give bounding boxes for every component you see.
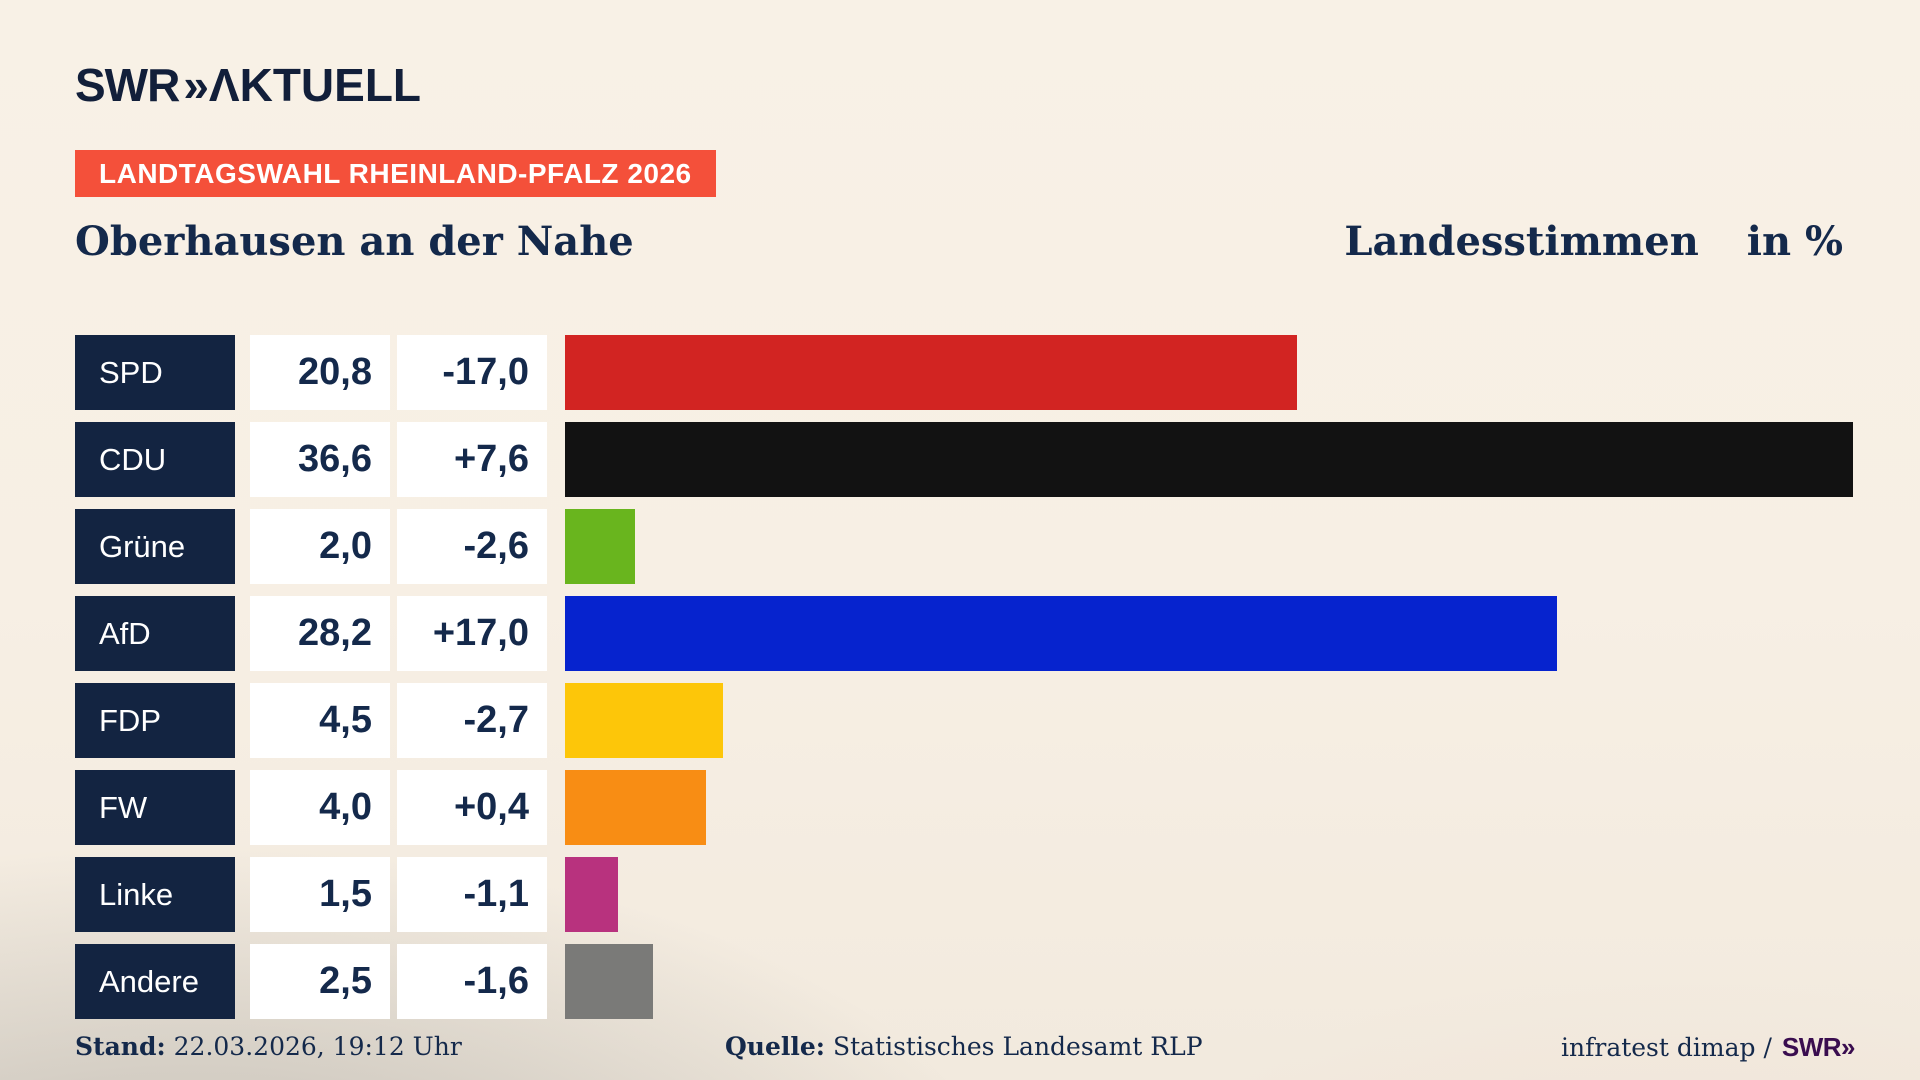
credit-text: infratest dimap /: [1561, 1033, 1772, 1062]
result-bar: [565, 944, 653, 1019]
bar-track: [565, 683, 1853, 758]
bar-track: [565, 335, 1853, 410]
result-bar: [565, 422, 1853, 497]
unit-label: in %: [1746, 218, 1843, 265]
swr-aktuell-logo: SWR» ΛKTUELL: [75, 58, 421, 112]
party-label: SPD: [75, 335, 235, 410]
party-label: AfD: [75, 596, 235, 671]
change-value: -1,6: [397, 944, 547, 1019]
change-value: -2,7: [397, 683, 547, 758]
percent-value: 2,5: [250, 944, 390, 1019]
timestamp: Stand: 22.03.2026, 19:12 Uhr: [75, 1032, 462, 1061]
percent-value: 36,6: [250, 422, 390, 497]
result-bar: [565, 509, 636, 584]
result-bar: [565, 596, 1558, 671]
logo-suffix-text: ΛKTUELL: [208, 59, 422, 111]
party-label: FW: [75, 770, 235, 845]
change-value: -17,0: [397, 335, 547, 410]
stand-value: 22.03.2026, 19:12 Uhr: [173, 1032, 462, 1061]
bar-track: [565, 509, 1853, 584]
bar-track: [565, 596, 1853, 671]
party-label: CDU: [75, 422, 235, 497]
bar-track: [565, 944, 1853, 1019]
change-value: +0,4: [397, 770, 547, 845]
footer: Stand: 22.03.2026, 19:12 Uhr Quelle: Sta…: [0, 1032, 1920, 1068]
change-value: +17,0: [397, 596, 547, 671]
percent-value: 4,5: [250, 683, 390, 758]
swr-footer-logo: SWR»: [1781, 1032, 1856, 1062]
stand-label: Stand:: [75, 1032, 166, 1061]
result-bar: [565, 683, 724, 758]
party-label: Grüne: [75, 509, 235, 584]
result-row: AfD 28,2 +17,0: [75, 596, 1853, 671]
result-bar: [565, 770, 706, 845]
credit: infratest dimap / SWR»: [1561, 1032, 1855, 1063]
logo-brand-text: SWR: [75, 59, 180, 111]
vote-type-title: Landesstimmen in %: [1344, 218, 1843, 265]
change-value: -2,6: [397, 509, 547, 584]
municipality-title: Oberhausen an der Nahe: [75, 218, 634, 265]
party-label: Andere: [75, 944, 235, 1019]
double-chevron-icon: »: [183, 59, 209, 111]
quelle-label: Quelle:: [725, 1032, 825, 1061]
result-row: CDU 36,6 +7,6: [75, 422, 1853, 497]
quelle-value: Statistisches Landesamt RLP: [832, 1032, 1203, 1061]
result-row: Linke 1,5 -1,1: [75, 857, 1853, 932]
percent-value: 1,5: [250, 857, 390, 932]
percent-value: 2,0: [250, 509, 390, 584]
bar-track: [565, 422, 1853, 497]
result-row: Andere 2,5 -1,6: [75, 944, 1853, 1019]
bar-track: [565, 770, 1853, 845]
percent-value: 28,2: [250, 596, 390, 671]
result-bar: [565, 335, 1297, 410]
party-label: FDP: [75, 683, 235, 758]
vote-type-label: Landesstimmen: [1344, 218, 1699, 265]
bar-track: [565, 857, 1853, 932]
result-bar: [565, 857, 618, 932]
party-label: Linke: [75, 857, 235, 932]
result-row: FW 4,0 +0,4: [75, 770, 1853, 845]
result-row: Grüne 2,0 -2,6: [75, 509, 1853, 584]
result-row: SPD 20,8 -17,0: [75, 335, 1853, 410]
change-value: -1,1: [397, 857, 547, 932]
result-row: FDP 4,5 -2,7: [75, 683, 1853, 758]
change-value: +7,6: [397, 422, 547, 497]
results-bar-chart: SPD 20,8 -17,0 CDU 36,6 +7,6 Grüne 2,0 -2,6 AfD 28…: [75, 335, 1853, 1031]
percent-value: 4,0: [250, 770, 390, 845]
percent-value: 20,8: [250, 335, 390, 410]
source: Quelle: Statistisches Landesamt RLP: [725, 1032, 1203, 1061]
election-title-banner: LANDTAGSWAHL RHEINLAND-PFALZ 2026: [75, 150, 716, 197]
